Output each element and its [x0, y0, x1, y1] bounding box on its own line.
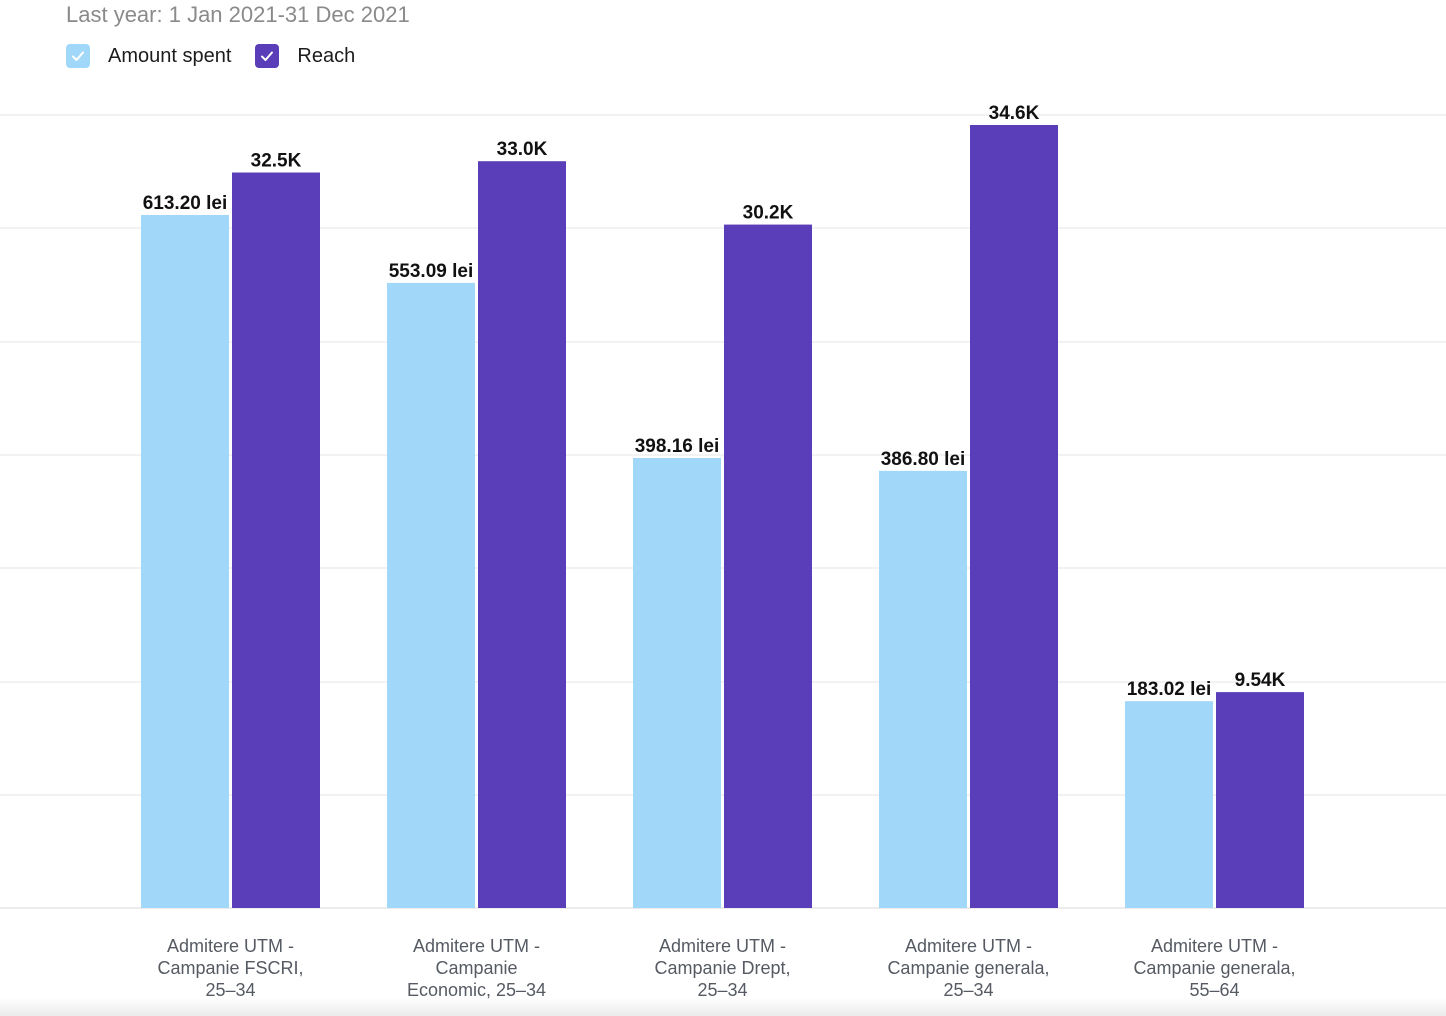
legend-label-reach: Reach: [297, 44, 356, 67]
chart-legend: Amount spent Reach: [66, 44, 379, 68]
data-label-amount-spent: 398.16 lei: [635, 436, 720, 457]
bar-reach[interactable]: [724, 224, 812, 908]
data-label-reach: 32.5K: [251, 151, 302, 172]
data-label-reach: 9.54K: [1235, 670, 1286, 691]
bar-amount-spent[interactable]: [387, 282, 475, 909]
data-label-reach: 30.2K: [743, 203, 794, 224]
bar-amount-spent[interactable]: [633, 458, 721, 908]
data-label-reach: 33.0K: [497, 139, 548, 160]
bar-reach[interactable]: [970, 125, 1058, 908]
legend-item-amount-spent[interactable]: Amount spent: [66, 44, 231, 68]
data-label-reach: 34.6K: [989, 103, 1040, 124]
bar-reach[interactable]: [232, 172, 320, 908]
x-tick-label: Admitere UTM -Campanie generala, 25–34: [887, 936, 1049, 1000]
bar-reach[interactable]: [478, 161, 566, 908]
bar-amount-spent[interactable]: [1125, 701, 1213, 908]
bar-amount-spent[interactable]: [141, 215, 229, 908]
data-label-amount-spent: 386.80 lei: [881, 449, 966, 470]
x-tick-label: Admitere UTM -Campanie generala, 55–64: [1133, 936, 1295, 1000]
legend-label-amount-spent: Amount spent: [108, 44, 232, 67]
data-label-amount-spent: 553.09 lei: [389, 261, 474, 282]
check-icon[interactable]: [66, 44, 90, 68]
bar-amount-spent[interactable]: [879, 470, 967, 908]
x-tick-label: Admitere UTM -Campanie FSCRI, 25–34: [157, 936, 303, 1000]
legend-item-reach[interactable]: Reach: [255, 44, 355, 68]
bar-reach[interactable]: [1216, 692, 1304, 908]
bottom-fade: [0, 998, 1446, 1016]
check-icon[interactable]: [255, 44, 280, 68]
data-label-amount-spent: 183.02 lei: [1127, 679, 1212, 700]
x-tick-label: Admitere UTM -Campanie Drept, 25–34: [654, 936, 790, 1000]
x-tick-label: Admitere UTM -Campanie Economic, 25–34: [407, 936, 546, 1000]
chart-subtitle: Last year: 1 Jan 2021-31 Dec 2021: [66, 2, 410, 27]
data-label-amount-spent: 613.20 lei: [143, 193, 228, 214]
